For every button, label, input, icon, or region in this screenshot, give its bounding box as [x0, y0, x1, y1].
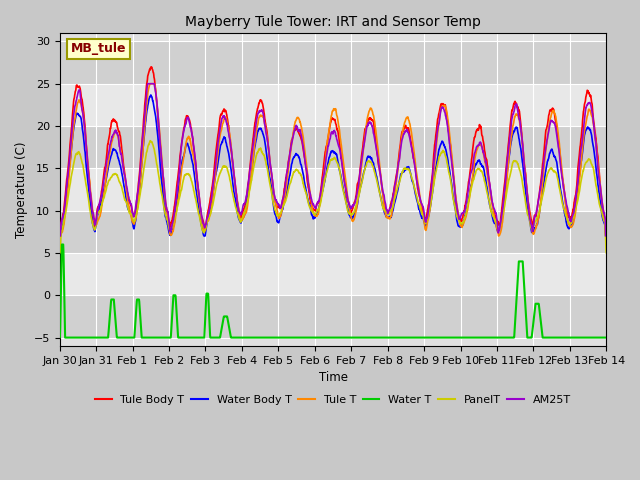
Legend: Tule Body T, Water Body T, Tule T, Water T, PanelT, AM25T: Tule Body T, Water Body T, Tule T, Water… — [90, 391, 575, 409]
PanelT — [486, 205, 494, 211]
Water T — [56, 335, 63, 340]
Tule T — [486, 192, 494, 198]
Water Body T — [56, 233, 63, 239]
Water Body T — [147, 92, 155, 98]
PanelT — [322, 174, 330, 180]
Line: PanelT: PanelT — [60, 141, 606, 253]
Water T — [602, 335, 610, 340]
Water T — [58, 241, 66, 247]
AM25T — [144, 81, 152, 86]
Tule Body T — [602, 233, 610, 239]
Water T — [322, 335, 330, 340]
Water T — [307, 335, 315, 340]
X-axis label: Time: Time — [319, 372, 348, 384]
Tule T — [307, 197, 315, 203]
PanelT — [587, 158, 595, 164]
PanelT — [84, 191, 92, 196]
Tule Body T — [84, 160, 92, 166]
Water Body T — [84, 176, 92, 181]
AM25T — [602, 233, 610, 239]
Bar — [60, 126, 606, 168]
Line: AM25T: AM25T — [60, 84, 606, 236]
PanelT — [602, 250, 610, 256]
Tule Body T — [587, 93, 595, 99]
Text: MB_tule: MB_tule — [70, 42, 126, 55]
Tule T — [602, 233, 610, 239]
PanelT — [307, 207, 315, 213]
Bar — [60, 168, 606, 211]
AM25T — [587, 102, 595, 108]
AM25T — [322, 158, 330, 164]
Line: Tule Body T: Tule Body T — [60, 67, 606, 236]
Bar — [60, 41, 606, 84]
AM25T — [84, 158, 92, 164]
Water Body T — [307, 210, 315, 216]
Tule T — [84, 157, 92, 163]
AM25T — [486, 187, 494, 192]
Tule T — [147, 81, 154, 86]
Water T — [587, 335, 595, 340]
Title: Mayberry Tule Tower: IRT and Sensor Temp: Mayberry Tule Tower: IRT and Sensor Temp — [185, 15, 481, 29]
PanelT — [587, 159, 595, 165]
Y-axis label: Temperature (C): Temperature (C) — [15, 141, 28, 238]
Water Body T — [322, 172, 330, 178]
Tule T — [587, 109, 595, 115]
Bar — [60, 295, 606, 337]
Tule Body T — [587, 93, 595, 98]
Water T — [84, 335, 92, 340]
Water Body T — [587, 129, 595, 135]
Water T — [486, 335, 494, 340]
Tule T — [322, 154, 330, 160]
Tule T — [56, 233, 63, 239]
Tule Body T — [486, 189, 494, 194]
Water Body T — [587, 128, 595, 133]
Tule Body T — [322, 146, 330, 152]
Tule T — [587, 110, 595, 116]
PanelT — [56, 250, 63, 256]
Bar — [60, 211, 606, 253]
Water T — [587, 335, 595, 340]
AM25T — [587, 102, 595, 108]
Line: Tule T: Tule T — [60, 84, 606, 236]
Tule Body T — [307, 202, 315, 207]
Line: Water Body T: Water Body T — [60, 95, 606, 236]
Bar — [60, 84, 606, 126]
PanelT — [147, 138, 154, 144]
Water Body T — [602, 233, 610, 239]
Bar — [60, 253, 606, 295]
Tule Body T — [56, 233, 63, 239]
AM25T — [307, 195, 315, 201]
AM25T — [56, 233, 63, 239]
Tule Body T — [148, 64, 156, 70]
Water Body T — [486, 205, 494, 211]
Line: Water T: Water T — [60, 244, 606, 337]
